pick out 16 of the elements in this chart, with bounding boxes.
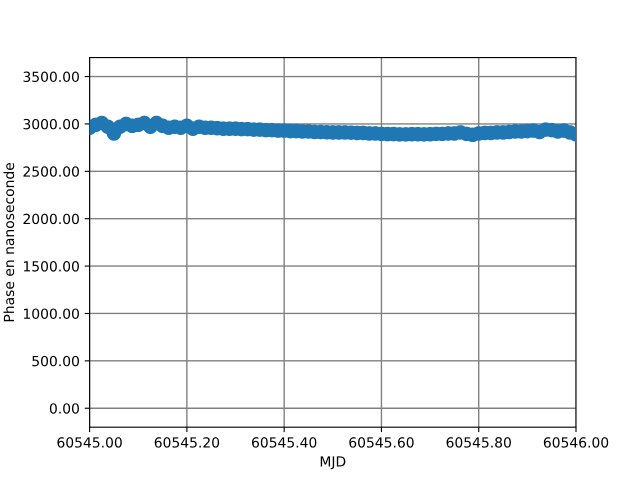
y-axis-title: Phase en nanoseconde	[3, 162, 14, 322]
x-tick-label: 60545.40	[252, 437, 316, 448]
y-tick-label: 2000.00	[23, 214, 79, 224]
x-tick-label: 60546.00	[544, 437, 608, 448]
y-tick-label: 0.00	[50, 403, 79, 414]
y-tick-label: 1000.00	[24, 308, 79, 319]
x-tick-label: 60545.60	[349, 437, 414, 448]
y-tick-label: 3000.00	[24, 118, 79, 130]
x-tick-label: 60545.20	[154, 437, 220, 448]
y-tick-label: 500.00	[32, 356, 79, 366]
x-tick-label: 60545.80	[446, 437, 511, 448]
y-tick-label: 1500.00	[24, 261, 79, 272]
x-tick-label: 60545.00	[57, 437, 122, 448]
y-tick-label: 3500.00	[24, 72, 79, 82]
y-tick-label: 2500.00	[23, 166, 79, 177]
x-axis-title: MJD	[320, 456, 346, 470]
